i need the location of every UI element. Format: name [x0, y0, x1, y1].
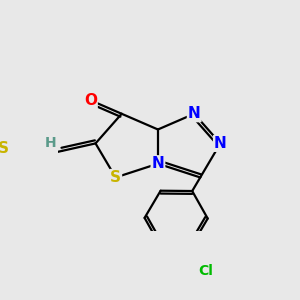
Text: S: S: [0, 141, 9, 156]
Text: N: N: [188, 106, 201, 121]
Text: N: N: [214, 136, 227, 151]
Text: O: O: [84, 93, 97, 108]
Text: N: N: [152, 156, 164, 171]
Text: Cl: Cl: [198, 264, 213, 278]
Text: H: H: [44, 136, 56, 150]
Text: S: S: [110, 170, 121, 185]
